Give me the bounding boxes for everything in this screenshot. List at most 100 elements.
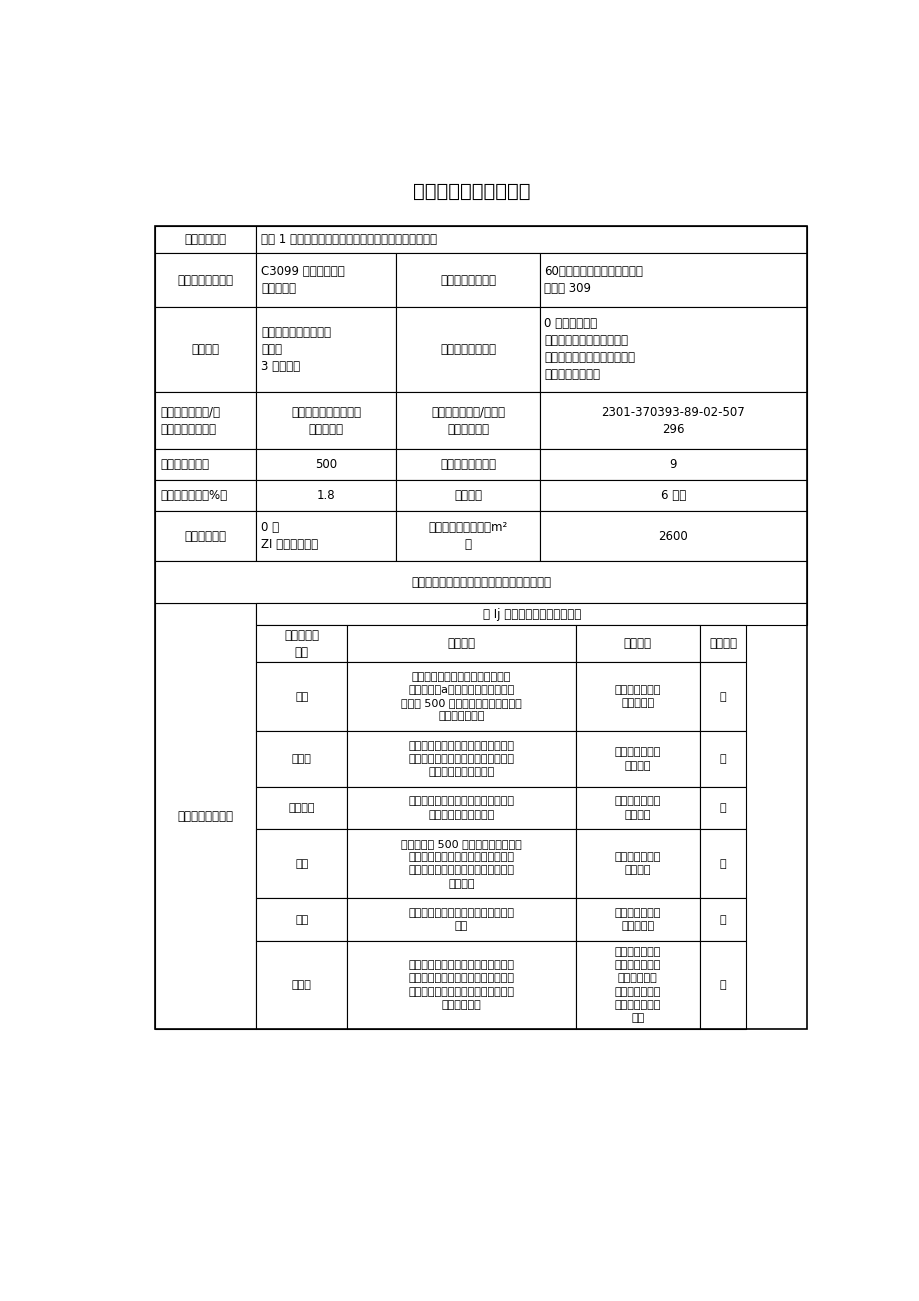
Bar (575, 787, 699, 829)
Text: 项目审批（核准/备案）
文号（选填）: 项目审批（核准/备案） 文号（选填） (431, 406, 505, 436)
Bar (539, 480, 806, 511)
Bar (539, 254, 806, 307)
Bar (256, 662, 346, 731)
Bar (699, 941, 745, 1029)
Bar (396, 254, 539, 307)
Text: 原则上不开展专项评价，涉及集中式
饮用水水源和热水、矿泉水、温泉等
特殊地下水资源保护区的开展地下水
专项评价工作: 原则上不开展专项评价，涉及集中式 饮用水水源和热水、矿泉水、温泉等 特殊地下水资… (408, 960, 514, 1010)
Bar (256, 941, 346, 1029)
Text: 项目不排放有毒
有害污染物: 项目不排放有毒 有害污染物 (614, 686, 660, 708)
Text: 项目审批（核准/备
案）部门（选填）: 项目审批（核准/备 案）部门（选填） (160, 406, 220, 436)
Bar (256, 392, 396, 449)
Bar (346, 787, 575, 829)
Bar (256, 899, 346, 941)
Bar (155, 254, 256, 307)
Bar (256, 511, 396, 561)
Text: 环境风险: 环境风险 (289, 803, 314, 813)
Text: 建设项目名称: 建设项目名称 (185, 233, 227, 246)
Bar (256, 604, 806, 624)
Bar (155, 226, 256, 254)
Bar (155, 604, 256, 1029)
Text: 一、建设项目基本情况: 一、建设项目基本情况 (413, 182, 529, 202)
Text: 本项目不存在所
提及情况: 本项目不存在所 提及情况 (614, 852, 660, 876)
Bar (155, 561, 806, 604)
Bar (575, 829, 699, 899)
Bar (346, 829, 575, 899)
Text: 本项目无需设置专项评价。确定依据见下表：: 本项目无需设置专项评价。确定依据见下表： (411, 576, 550, 589)
Bar (575, 624, 699, 662)
Text: 否: 否 (719, 692, 726, 701)
Bar (396, 392, 539, 449)
Text: 地表水: 地表水 (291, 755, 312, 764)
Text: 表 Ij 专项评价设置情况判定表: 表 Ij 专项评价设置情况判定表 (482, 608, 580, 621)
Text: 地下水: 地下水 (291, 980, 312, 990)
Text: 否: 否 (719, 755, 726, 764)
Text: 0 否
ZI 是：＿＿＿＿: 0 否 ZI 是：＿＿＿＿ (261, 522, 318, 552)
Text: 淄博经济开发区工业和
科技创新局: 淄博经济开发区工业和 科技创新局 (291, 406, 361, 436)
Bar (256, 307, 396, 392)
Text: 本项目不向海洋
排放污染物: 本项目不向海洋 排放污染物 (614, 908, 660, 932)
Text: 否: 否 (719, 803, 726, 813)
Text: 是否开工建设: 是否开工建设 (185, 530, 227, 543)
Text: 是否设置: 是否设置 (709, 637, 736, 650)
Text: 设置原则: 设置原则 (447, 637, 475, 650)
Text: 否: 否 (719, 859, 726, 869)
Text: 否: 否 (719, 980, 726, 990)
Text: 0 首次申报项目
口不予批准后再次申报项目
口超五年重新审核项目口重大
变动重新报批项目: 0 首次申报项目 口不予批准后再次申报项目 口超五年重新审核项目口重大 变动重新… (544, 317, 635, 381)
Text: 口新建（迁建）口改建
口扩建
3 技术改造: 口新建（迁建）口改建 口扩建 3 技术改造 (261, 325, 331, 373)
Bar (539, 511, 806, 561)
Bar (256, 787, 346, 829)
Text: 国民经济行业类别: 国民经济行业类别 (177, 273, 233, 286)
Text: 专项评价设置情况: 专项评价设置情况 (177, 811, 233, 824)
Bar (539, 307, 806, 392)
Text: C3099 其他非金属矿
物制品制造: C3099 其他非金属矿 物制品制造 (261, 265, 345, 295)
Text: 500: 500 (315, 458, 337, 471)
Text: 用地（用海）面积（m²
）: 用地（用海）面积（m² ） (428, 522, 507, 552)
Bar (256, 254, 396, 307)
Text: 环保投资（万元）: 环保投资（万元） (439, 458, 495, 471)
Text: 专项评价的
类别: 专项评价的 类别 (284, 628, 319, 658)
Bar (575, 899, 699, 941)
Text: 环保投资占比（%）: 环保投资占比（%） (160, 489, 227, 502)
Text: 新增工业废水直排建设项目（槽罐车
外送污水处理厂的除外）；新增废水
直排的污水集中处理厂: 新增工业废水直排建设项目（槽罐车 外送污水处理厂的除外）；新增废水 直排的污水集… (408, 740, 514, 777)
Bar (699, 731, 745, 787)
Text: 建设项目申报情形: 建设项目申报情形 (439, 343, 495, 356)
Text: 取水口下游 500 米范围内有重要水生
生物的自然产卵场、索饵场、越冬场
和洄游通道的新增河道取水的污染类
建设项目: 取水口下游 500 米范围内有重要水生 生物的自然产卵场、索饵场、越冬场 和洄游… (401, 839, 521, 889)
Bar (699, 662, 745, 731)
Bar (346, 941, 575, 1029)
Text: 生态: 生态 (295, 859, 308, 869)
Bar (155, 480, 256, 511)
Text: 60、石墨及其他非金属矿物制
品制造 309: 60、石墨及其他非金属矿物制 品制造 309 (544, 265, 642, 295)
Bar (256, 226, 806, 254)
Text: 总投资（万元）: 总投资（万元） (160, 458, 209, 471)
Text: 直接向海排放污染物的海洋工程建设
项目: 直接向海排放污染物的海洋工程建设 项目 (408, 908, 514, 932)
Bar (396, 511, 539, 561)
Text: 2301-370393-89-02-507
296: 2301-370393-89-02-507 296 (601, 406, 744, 436)
Bar (256, 624, 346, 662)
Text: 本项目不存在所
提及情况: 本项目不存在所 提及情况 (614, 748, 660, 770)
Bar (699, 899, 745, 941)
Text: 海洋: 海洋 (295, 915, 308, 925)
Text: 年产 1 万吨亚纳米级氢氧化铝超细微粉深加工技改项目: 年产 1 万吨亚纳米级氢氧化铝超细微粉深加工技改项目 (261, 233, 437, 246)
Text: 有毒有害和易燃易爆危险物质存储量
超过临界量的建设项目: 有毒有害和易燃易爆危险物质存储量 超过临界量的建设项目 (408, 796, 514, 820)
Text: 本项目不涉及集
中式饮用水水源
和热水、矿泉
水、温泉等特殊
地下水资源保护
区。: 本项目不涉及集 中式饮用水水源 和热水、矿泉 水、温泉等特殊 地下水资源保护 区… (614, 947, 660, 1023)
Bar (539, 449, 806, 480)
Bar (575, 731, 699, 787)
Bar (155, 307, 256, 392)
Bar (155, 449, 256, 480)
Text: 施工工期: 施工工期 (454, 489, 482, 502)
Bar (699, 787, 745, 829)
Bar (256, 480, 396, 511)
Text: 排放废气含有毒有害污染物、二噁
英、苯并（a）花、氰化物、氯气且
厂界外 500 米范围内有环境空气保护
目标的建设项目: 排放废气含有毒有害污染物、二噁 英、苯并（a）花、氰化物、氯气且 厂界外 500… (401, 671, 521, 722)
Bar (699, 624, 745, 662)
Bar (256, 829, 346, 899)
Text: 项目情况: 项目情况 (623, 637, 651, 650)
Bar (155, 226, 806, 1029)
Bar (699, 829, 745, 899)
Text: 2600: 2600 (658, 530, 687, 543)
Bar (539, 392, 806, 449)
Bar (396, 449, 539, 480)
Text: 建设性质: 建设性质 (191, 343, 220, 356)
Bar (346, 624, 575, 662)
Bar (256, 731, 346, 787)
Text: 否: 否 (719, 915, 726, 925)
